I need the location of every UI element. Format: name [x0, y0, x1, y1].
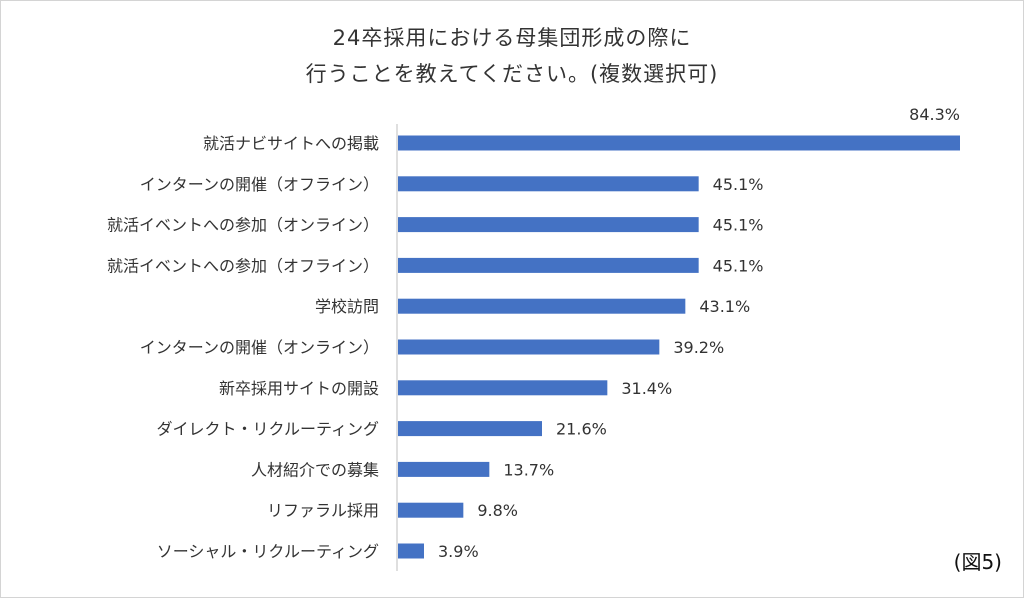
- category-label: ソーシャル・リクルーティング: [157, 542, 379, 561]
- bar: [398, 257, 699, 273]
- bar: [398, 380, 608, 396]
- category-label: インターンの開催（オンライン）: [140, 338, 379, 357]
- chart-title-line-1: 24卒採用における母集団形成の際に: [332, 26, 692, 50]
- value-label: 39.2%: [673, 338, 724, 357]
- value-label: 21.6%: [556, 420, 607, 439]
- bar: [398, 421, 542, 437]
- category-label: 新卒採用サイトの開設: [219, 379, 379, 398]
- value-label: 3.9%: [438, 542, 479, 561]
- value-label: 84.3%: [909, 105, 960, 124]
- value-label: 9.8%: [477, 501, 518, 520]
- value-label: 43.1%: [699, 297, 750, 316]
- category-label: 就活イベントへの参加（オンライン）: [107, 216, 379, 235]
- bar: [398, 339, 660, 355]
- chart-title-line-2: 行うことを教えてください。(複数選択可): [305, 62, 719, 86]
- value-label: 45.1%: [713, 216, 764, 235]
- value-label: 13.7%: [503, 460, 554, 479]
- value-label: 45.1%: [713, 175, 764, 194]
- category-label: 学校訪問: [315, 297, 379, 316]
- bar: [398, 502, 464, 518]
- bar: [398, 461, 490, 477]
- category-label: 就活イベントへの参加（オフライン）: [107, 256, 379, 275]
- category-label: 人材紹介での募集: [251, 460, 379, 479]
- bar: [398, 543, 424, 559]
- value-label: 31.4%: [621, 379, 672, 398]
- category-label: インターンの開催（オフライン）: [140, 175, 379, 194]
- category-label: ダイレクト・リクルーティング: [156, 420, 379, 439]
- category-label: 就活ナビサイトへの掲載: [203, 134, 379, 153]
- bar: [398, 135, 960, 151]
- value-label: 45.1%: [713, 256, 764, 275]
- bar: [398, 176, 699, 192]
- bar: [398, 217, 699, 233]
- category-label: リファラル採用: [267, 501, 379, 520]
- bars-group: 就活ナビサイトへの掲載 84.3% インターンの開催（オフライン） 45.1% 就活イベ…: [107, 105, 960, 561]
- figure-label: (図5): [953, 550, 1002, 574]
- bar: [398, 298, 686, 314]
